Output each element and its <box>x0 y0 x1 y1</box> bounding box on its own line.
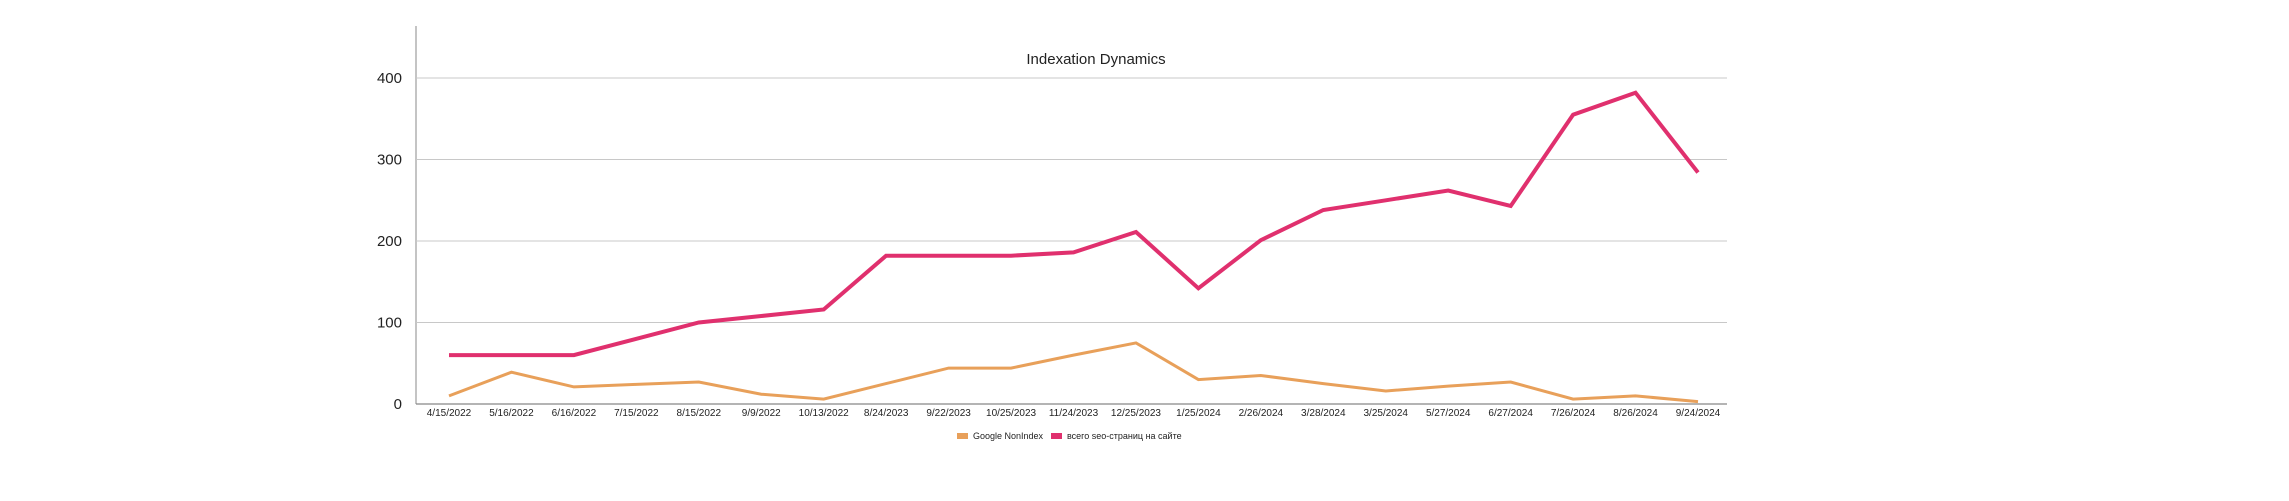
x-tick-label: 2/26/2024 <box>1239 408 1284 419</box>
x-tick-label: 8/26/2024 <box>1613 408 1658 419</box>
x-tick-label: 3/28/2024 <box>1301 408 1346 419</box>
chart-title: Indexation Dynamics <box>1026 51 1165 68</box>
series-lines <box>448 90 1700 404</box>
x-tick-labels: 4/15/2022 5/16/2022 6/16/2022 7/15/2022 8/15… <box>427 408 1721 419</box>
y-tick-label: 400 <box>377 70 402 87</box>
x-tick-label: 8/24/2023 <box>864 408 909 419</box>
x-tick-label: 4/15/2022 <box>427 408 472 419</box>
x-tick-label: 7/26/2024 <box>1551 408 1596 419</box>
legend-swatch <box>957 433 968 439</box>
x-tick-label: 6/27/2024 <box>1488 408 1533 419</box>
x-tick-label: 10/13/2022 <box>799 408 849 419</box>
x-tick-label: 5/27/2024 <box>1426 408 1471 419</box>
x-tick-label: 7/15/2022 <box>614 408 659 419</box>
legend-label: всего seo-страниц на сайте <box>1067 431 1182 441</box>
y-tick-label: 100 <box>377 315 402 332</box>
x-tick-label: 9/22/2023 <box>926 408 971 419</box>
legend-swatch <box>1051 433 1062 439</box>
y-tick-label: 200 <box>377 233 402 250</box>
x-tick-label: 10/25/2023 <box>986 408 1036 419</box>
legend-label: Google NonIndex <box>973 431 1044 441</box>
x-tick-label: 5/16/2022 <box>489 408 534 419</box>
x-tick-label: 9/9/2022 <box>742 408 781 419</box>
series-line-2 <box>449 90 1700 358</box>
y-tick-labels: 0 100 200 300 400 <box>377 70 402 413</box>
series-line-1 <box>448 341 1699 404</box>
gridlines <box>416 77 1727 323</box>
legend: Google NonIndex всего seo-страниц на сайт… <box>957 431 1182 441</box>
x-tick-label: 9/24/2024 <box>1676 408 1721 419</box>
x-tick-label: 3/25/2024 <box>1364 408 1409 419</box>
x-tick-label: 1/25/2024 <box>1176 408 1221 419</box>
x-tick-label: 11/24/2023 <box>1049 408 1099 419</box>
x-tick-label: 8/15/2022 <box>677 408 722 419</box>
x-tick-label: 6/16/2022 <box>552 408 597 419</box>
y-tick-label: 0 <box>394 396 402 413</box>
x-tick-label: 12/25/2023 <box>1111 408 1161 419</box>
y-tick-label: 300 <box>377 152 402 169</box>
